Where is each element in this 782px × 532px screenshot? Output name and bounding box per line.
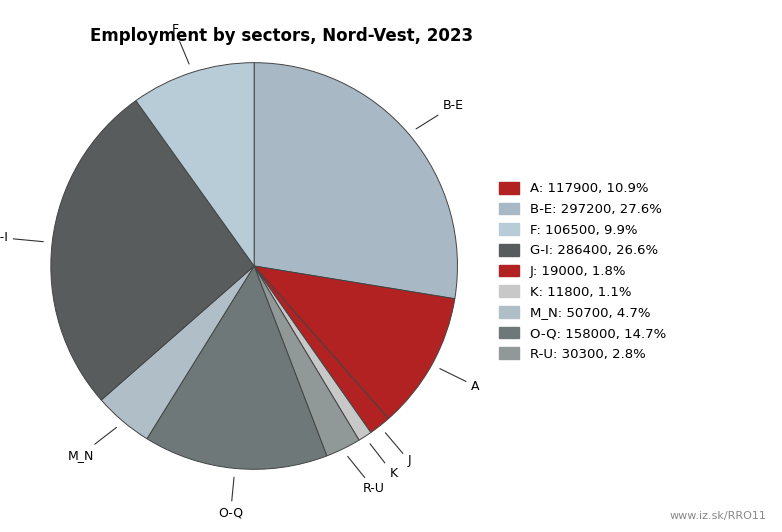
Wedge shape — [254, 63, 457, 299]
Wedge shape — [101, 266, 254, 439]
Text: J: J — [386, 433, 411, 468]
Text: K: K — [370, 444, 397, 480]
Text: B-E: B-E — [416, 99, 465, 129]
Text: Employment by sectors, Nord-Vest, 2023: Employment by sectors, Nord-Vest, 2023 — [90, 27, 473, 45]
Text: G-I: G-I — [0, 231, 43, 244]
Wedge shape — [136, 63, 254, 266]
Text: O-Q: O-Q — [218, 477, 243, 519]
Wedge shape — [254, 266, 359, 456]
Text: M_N: M_N — [67, 427, 117, 462]
Text: www.iz.sk/RRO11: www.iz.sk/RRO11 — [669, 511, 766, 521]
Text: R-U: R-U — [348, 456, 385, 495]
Wedge shape — [254, 266, 455, 419]
Text: F: F — [171, 23, 189, 64]
Wedge shape — [147, 266, 327, 469]
Legend: A: 117900, 10.9%, B-E: 297200, 27.6%, F: 106500, 9.9%, G-I: 286400, 26.6%, J: 19: A: 117900, 10.9%, B-E: 297200, 27.6%, F:… — [499, 182, 665, 361]
Wedge shape — [51, 101, 254, 400]
Wedge shape — [254, 266, 371, 440]
Wedge shape — [254, 266, 389, 433]
Text: A: A — [439, 369, 479, 393]
